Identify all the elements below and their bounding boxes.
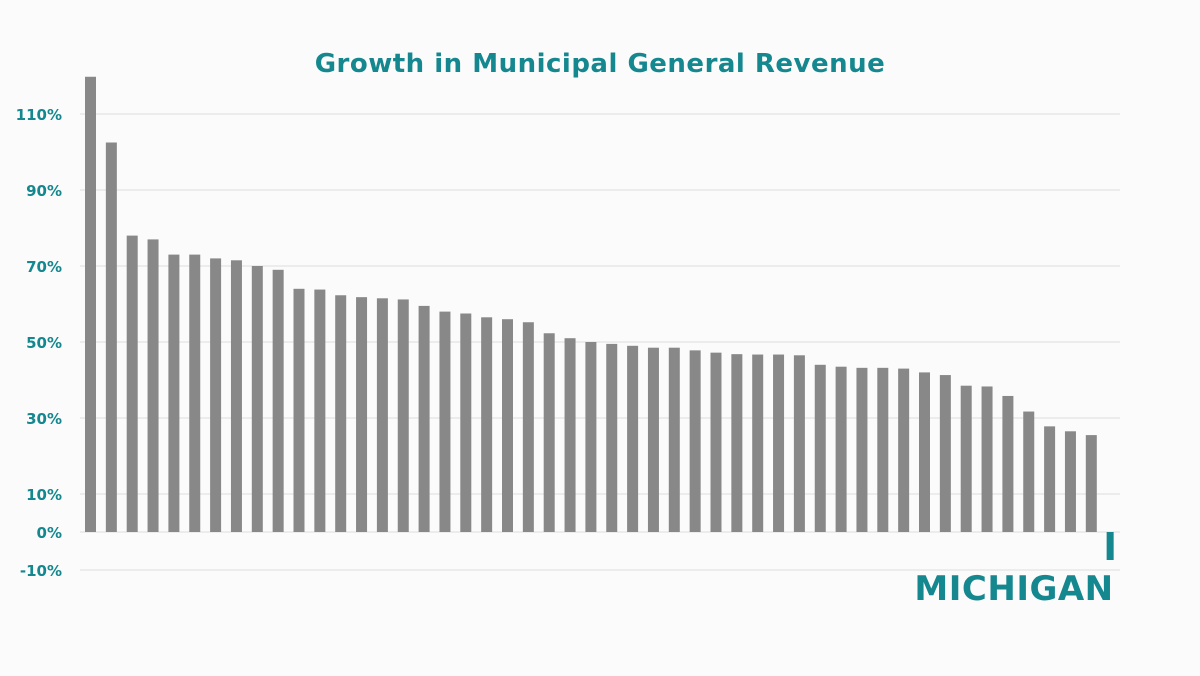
bar	[877, 367, 889, 532]
bar	[606, 343, 618, 532]
bar	[668, 347, 680, 532]
y-tick-label: 90%	[26, 182, 62, 200]
bar	[835, 366, 847, 532]
bar	[1044, 426, 1056, 532]
bar	[710, 352, 722, 532]
bar	[210, 258, 222, 532]
michigan-label: MICHIGAN	[914, 569, 1113, 609]
bar	[251, 266, 263, 532]
bar	[230, 260, 242, 532]
bar	[168, 254, 180, 532]
bar	[293, 288, 305, 532]
bar	[960, 385, 972, 532]
bar	[814, 364, 826, 532]
bar	[439, 311, 451, 532]
bar	[335, 295, 347, 532]
bar	[731, 354, 743, 532]
bar	[522, 322, 534, 532]
bar	[460, 313, 472, 532]
bar	[752, 354, 764, 532]
bar	[147, 239, 159, 532]
bar	[1002, 395, 1014, 532]
bar	[314, 289, 326, 532]
bar	[1085, 435, 1097, 532]
bar	[647, 347, 659, 532]
bar	[1064, 431, 1076, 532]
bar	[689, 350, 701, 532]
bar	[773, 354, 785, 532]
bar	[376, 298, 388, 532]
bar	[1023, 411, 1035, 532]
bar	[543, 333, 555, 532]
bar	[564, 338, 576, 532]
bar	[481, 317, 493, 532]
bar	[919, 372, 930, 532]
y-tick-label: 0%	[37, 524, 62, 542]
y-tick-label: 50%	[26, 334, 62, 352]
bar	[85, 76, 96, 532]
bars	[85, 76, 1097, 532]
bar	[356, 297, 368, 532]
bar	[397, 299, 409, 532]
y-tick-label: -10%	[20, 562, 62, 580]
bar	[898, 368, 910, 532]
y-tick-label: 110%	[16, 106, 62, 124]
y-tick-label: 70%	[26, 258, 62, 276]
bar	[418, 305, 430, 532]
y-tick-label: 10%	[26, 486, 62, 504]
bar	[793, 355, 805, 532]
bar	[272, 269, 284, 532]
bar	[105, 142, 117, 532]
bar	[585, 342, 597, 532]
bar	[627, 345, 639, 532]
bar	[939, 375, 951, 532]
chart-title: Growth in Municipal General Revenue	[315, 49, 886, 79]
michigan-bar	[1106, 532, 1114, 560]
highlight-group: MICHIGAN	[914, 532, 1114, 609]
y-axis-tick-labels: 110% 90% 70% 50% 30% 10% 0% -10%	[16, 106, 62, 580]
y-tick-label: 30%	[26, 410, 62, 428]
bar	[189, 254, 201, 532]
bar	[502, 319, 513, 532]
bar	[856, 367, 868, 532]
bar	[981, 386, 993, 532]
bar	[126, 235, 138, 532]
